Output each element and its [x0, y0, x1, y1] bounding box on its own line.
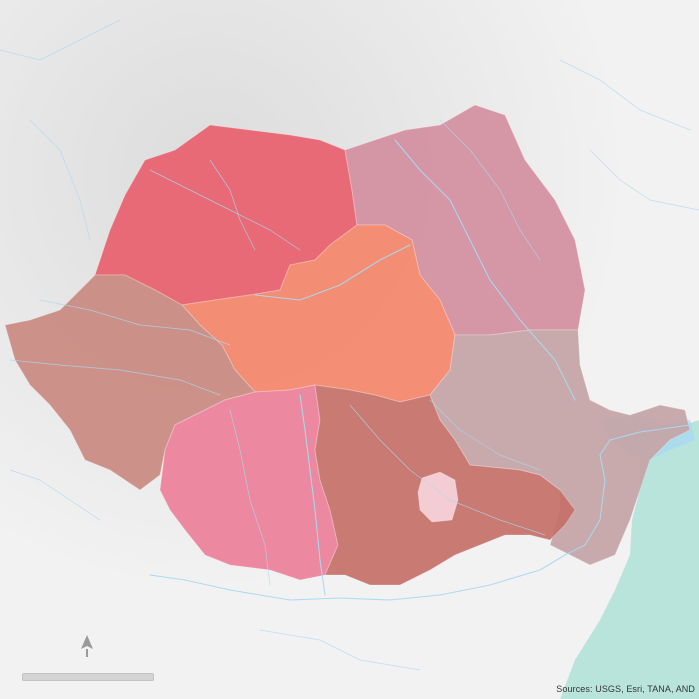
river-jiu [229, 409, 271, 586]
river-mures [254, 244, 411, 301]
river-north-east [559, 59, 691, 131]
river-north-b [29, 119, 91, 241]
river-olt [299, 394, 326, 596]
river-mures-west [39, 299, 231, 346]
danube-river [149, 424, 691, 601]
river-dniester [589, 149, 699, 211]
river-south-west [9, 469, 101, 521]
river-cris [9, 359, 221, 396]
black-sea [560, 420, 699, 699]
attribution-text: Sources: USGS, Esri, TANA, AND [556, 684, 695, 694]
region-south-east[interactable] [429, 329, 691, 566]
region-bucharest-ilfov[interactable] [417, 471, 459, 523]
river-north-a [0, 19, 121, 61]
river-somes [149, 169, 301, 251]
river-ialomita [429, 399, 541, 471]
rivers [0, 19, 699, 671]
scale-bar [22, 673, 154, 681]
river-arges [349, 404, 546, 536]
river-siret [394, 139, 576, 401]
north-arrow-icon [80, 635, 94, 659]
river-south [259, 629, 421, 671]
river-somes-branch [209, 159, 256, 251]
river-prut-branch [439, 119, 541, 261]
